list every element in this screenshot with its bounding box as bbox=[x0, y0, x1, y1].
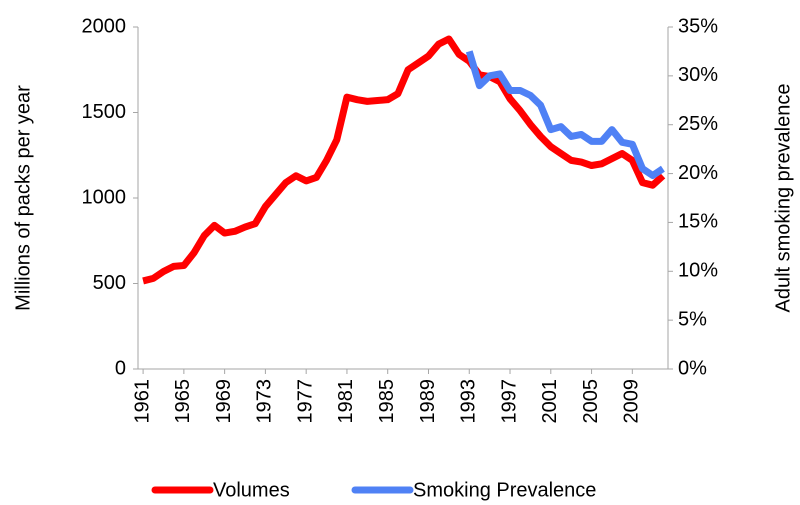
y-tick-label: 1500 bbox=[82, 101, 127, 123]
x-tick-label: 1977 bbox=[294, 379, 316, 424]
x-tick-label: 2001 bbox=[539, 379, 561, 424]
series-line bbox=[465, 50, 665, 180]
y-axis-label: Millions of packs per year bbox=[12, 85, 34, 311]
x-tick-label: 1989 bbox=[417, 379, 439, 424]
y-tick-label: 500 bbox=[93, 272, 126, 294]
y-tick-label: 0 bbox=[115, 357, 126, 379]
x-tick-label: 1969 bbox=[213, 379, 235, 424]
y2-tick-label: 30% bbox=[678, 64, 718, 86]
y2-tick-label: 10% bbox=[678, 260, 718, 282]
x-tick-label: 2009 bbox=[621, 379, 643, 424]
x-tick-label: 1965 bbox=[172, 379, 194, 424]
y2-axis-label: Adult smoking prevalence bbox=[772, 83, 794, 312]
y2-tick-label: 15% bbox=[678, 211, 718, 233]
x-tick-label: 1997 bbox=[498, 379, 520, 424]
y2-tick-label: 0% bbox=[678, 357, 707, 379]
legend-label: Volumes bbox=[213, 479, 290, 501]
x-tick-label: 2005 bbox=[580, 379, 602, 424]
y-tick-label: 2000 bbox=[82, 15, 127, 37]
x-tick-label: 1981 bbox=[335, 379, 357, 424]
x-tick-label: 1993 bbox=[458, 379, 480, 424]
y-tick-label: 1000 bbox=[82, 186, 127, 208]
series-line bbox=[142, 35, 666, 285]
x-tick-label: 1973 bbox=[254, 379, 276, 424]
y2-tick-label: 20% bbox=[678, 162, 718, 184]
x-tick-label: 1985 bbox=[376, 379, 398, 424]
y2-tick-label: 5% bbox=[678, 308, 707, 330]
y2-tick-label: 25% bbox=[678, 113, 718, 135]
y2-tick-label: 35% bbox=[678, 15, 718, 37]
legend-label: Smoking Prevalence bbox=[413, 479, 596, 501]
x-tick-label: 1961 bbox=[131, 379, 153, 424]
